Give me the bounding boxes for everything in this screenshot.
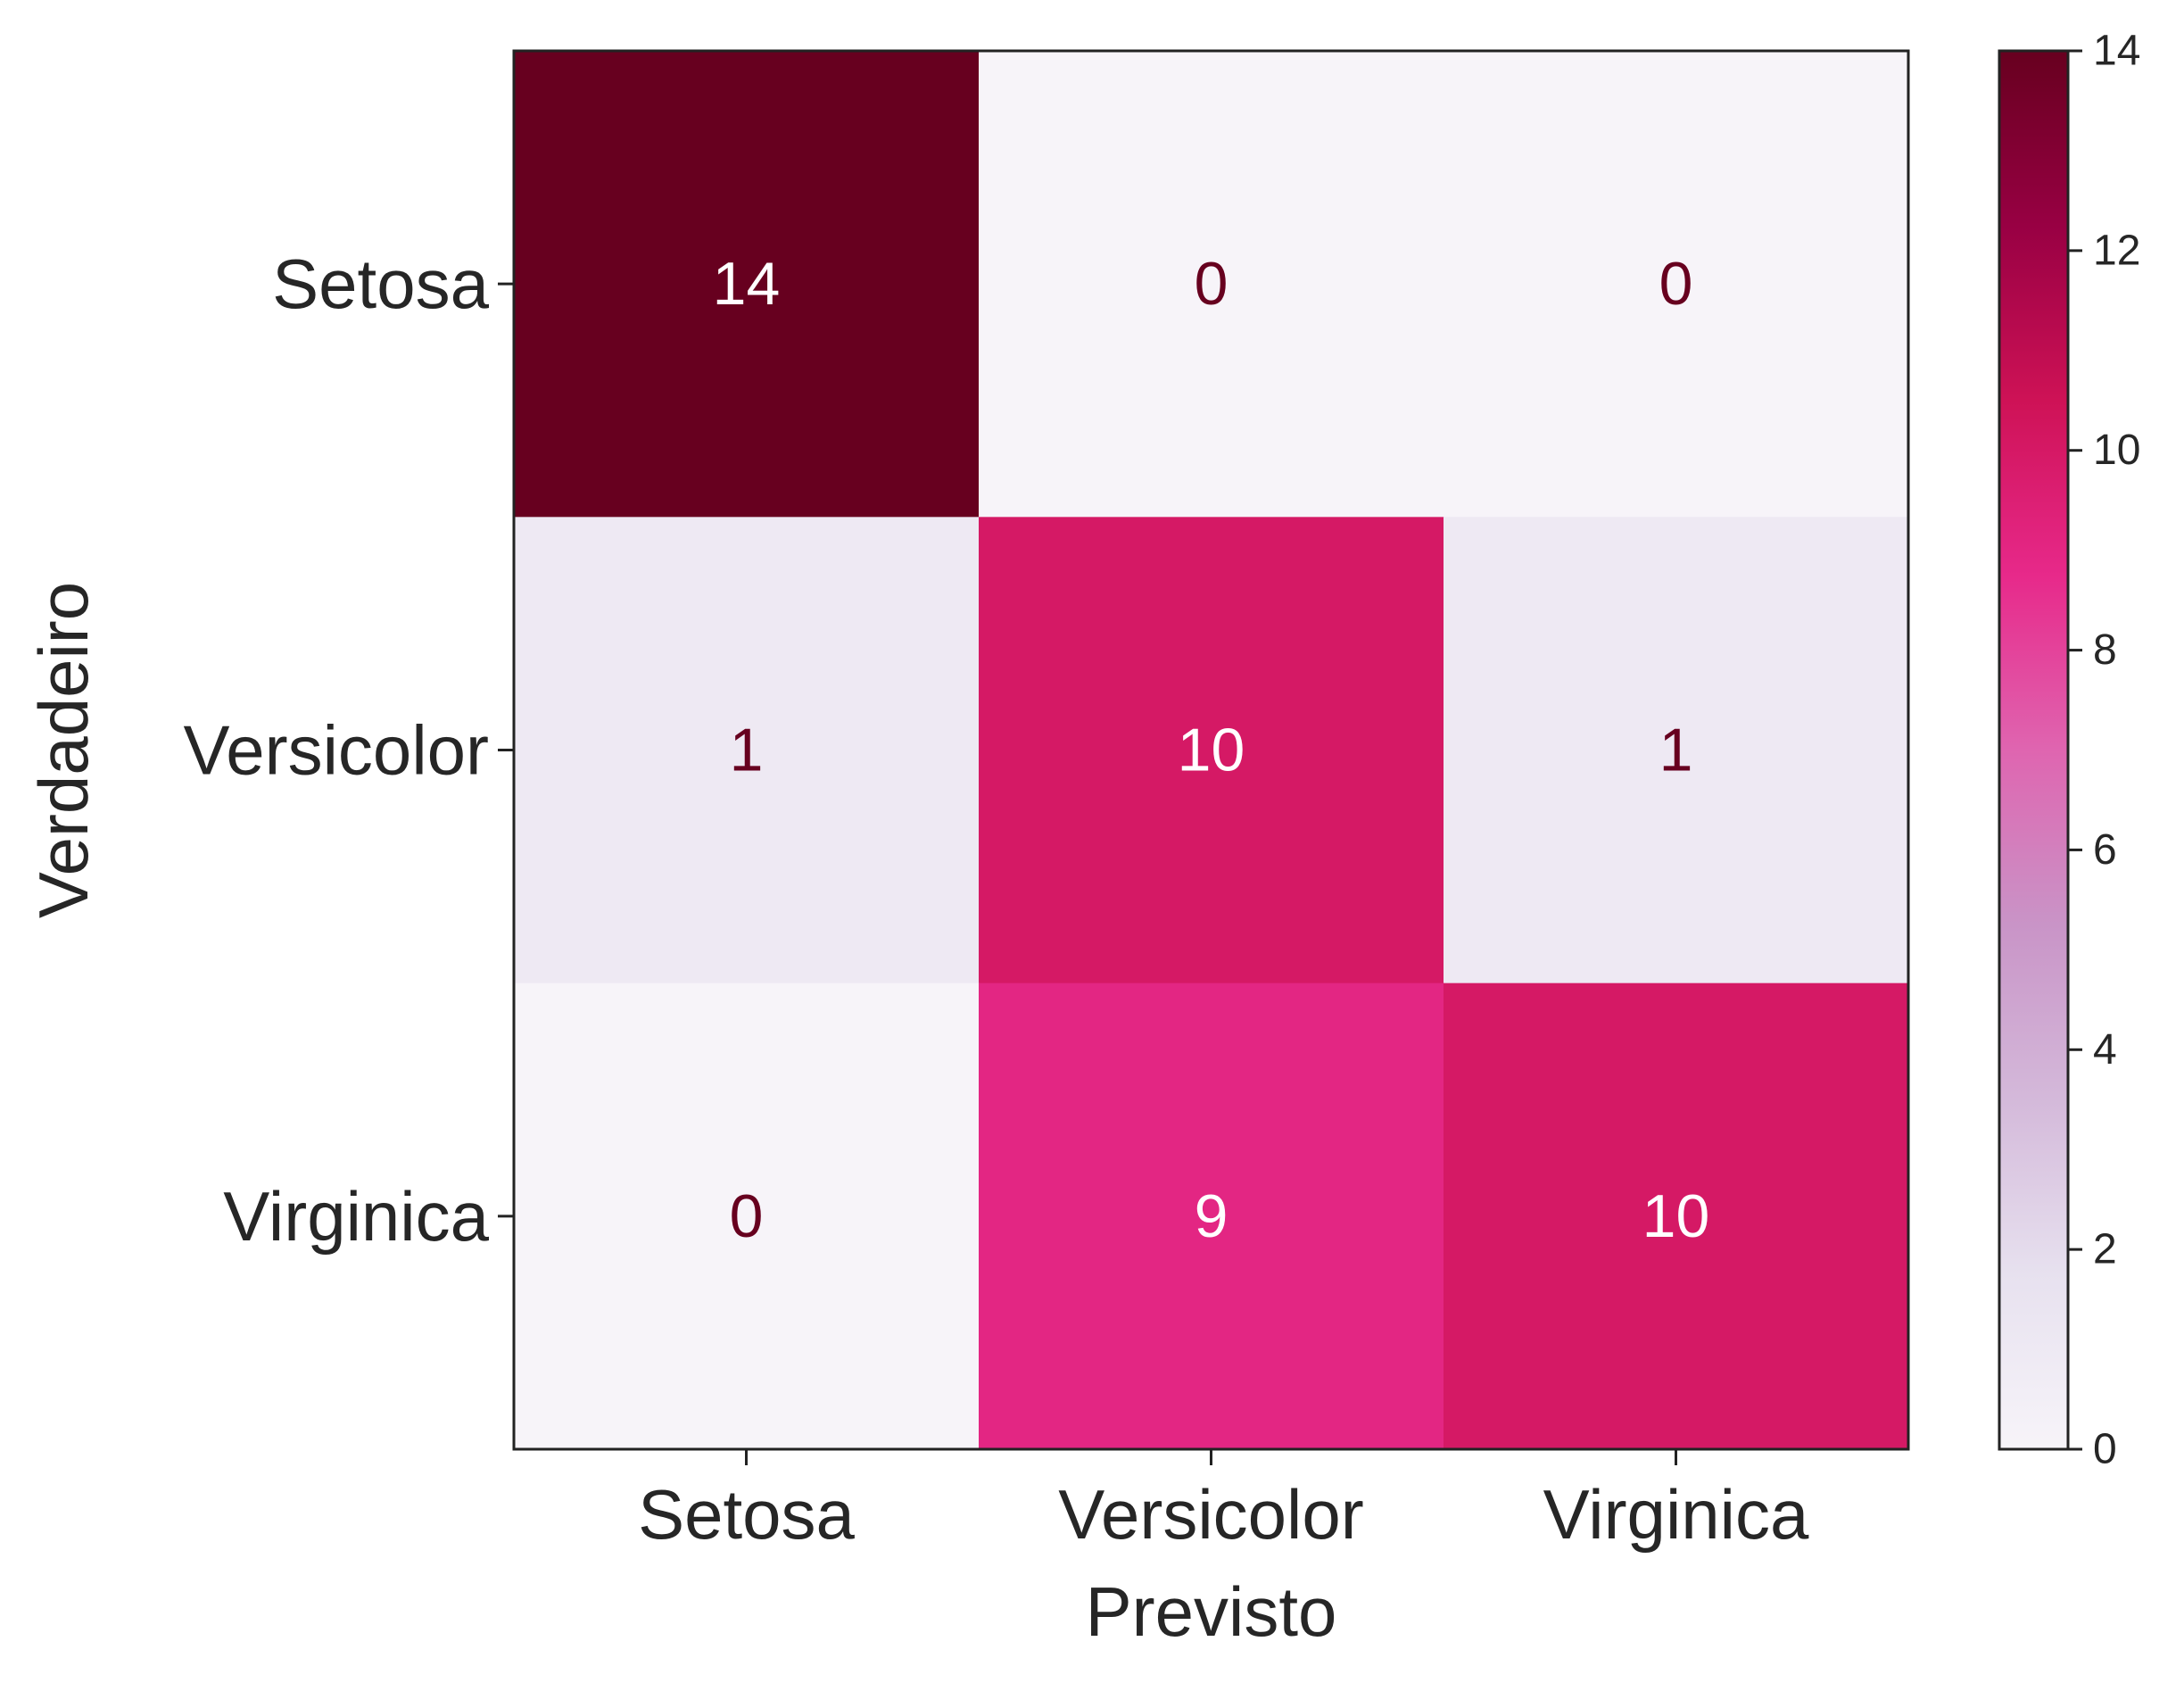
y-axis-label: Verdadeiro (24, 582, 103, 918)
x-tick-label-1: Versicolor (1058, 1475, 1363, 1554)
heatmap-cell-r1-c0 (514, 517, 980, 984)
heatmap-cell-r2-c0 (514, 982, 980, 1450)
colorbar-tick-label-4: 8 (2093, 626, 2117, 674)
colorbar-tick-label-3: 6 (2093, 826, 2117, 874)
heatmap-cell-value-r0-c1: 0 (1195, 250, 1228, 318)
heatmap-cell-r2-c2 (1444, 982, 1909, 1450)
y-tick-label-2: Virginica (223, 1177, 489, 1256)
colorbar-tick-label-2: 4 (2093, 1026, 2117, 1074)
heatmap-cell-value-r1-c2: 1 (1659, 717, 1693, 784)
heatmap-cell-value-r0-c0: 14 (713, 250, 781, 318)
colorbar-tick-label-5: 10 (2093, 427, 2140, 474)
x-tick-label-0: Setosa (638, 1475, 855, 1554)
y-tick-label-1: Versicolor (184, 711, 489, 790)
heatmap-cell-r0-c0 (514, 51, 980, 518)
heatmap-cell-r0-c1 (979, 51, 1444, 518)
x-axis-label: Previsto (1086, 1572, 1337, 1651)
colorbar (1998, 49, 2070, 1451)
heatmap-cell-r2-c1 (979, 982, 1444, 1450)
heatmap-cell-r1-c2 (1444, 517, 1909, 984)
colorbar-ticks: 0 2 4 6 8 10 12 14 (2068, 28, 2140, 1473)
x-tick-label-2: Virginica (1543, 1475, 1809, 1554)
heatmap-cell-value-r2-c0: 0 (730, 1182, 764, 1250)
heatmap-cell-r0-c2 (1444, 51, 1909, 518)
heatmap-cell-value-r0-c2: 0 (1659, 250, 1693, 318)
heatmap-cell-value-r2-c1: 9 (1195, 1182, 1228, 1250)
x-axis: Setosa Versicolor Virginica (638, 1449, 1809, 1554)
colorbar-tick-label-0: 0 (2093, 1426, 2117, 1473)
heatmap-cell-value-r2-c2: 10 (1642, 1182, 1710, 1250)
heatmap-cell-labels: 14 0 01 10 10 9 10 (713, 250, 1710, 1250)
colorbar-tick-label-1: 2 (2093, 1226, 2117, 1273)
heatmap-cell-r1-c1 (979, 517, 1444, 984)
colorbar-tick-label-6: 12 (2093, 227, 2140, 274)
heatmap-cell-value-r1-c0: 1 (730, 717, 764, 784)
y-tick-label-0: Setosa (272, 245, 489, 323)
colorbar-tick-label-7: 14 (2093, 28, 2140, 75)
heatmap-cell-value-r1-c1: 10 (1178, 717, 1245, 784)
heatmap-cells (514, 51, 1909, 1450)
y-axis: Setosa Versicolor Virginica (184, 245, 514, 1256)
